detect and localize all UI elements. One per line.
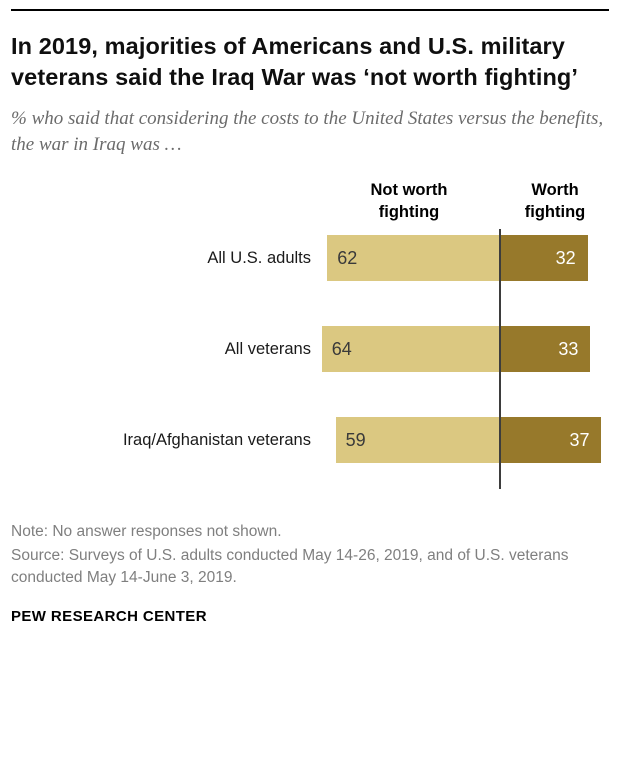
worth-zone: 32	[499, 235, 611, 282]
not-worth-zone: 64	[319, 326, 499, 373]
bar-value-label: 62	[337, 247, 358, 268]
column-headers: Not worth fighting Worth fighting	[11, 180, 609, 231]
report-card: In 2019, majorities of Americans and U.S…	[0, 9, 620, 625]
category-label: All veterans	[224, 339, 311, 358]
note-text: Note: No answer responses not shown.	[11, 523, 282, 541]
bar-not-worth-fighting: 64	[321, 326, 499, 373]
top-rule	[11, 9, 609, 11]
category-label: All U.S. adults	[207, 248, 311, 267]
not-worth-zone: 62	[319, 235, 499, 282]
bar-value-label: 64	[331, 338, 352, 359]
chart-subtitle: % who said that considering the costs to…	[11, 108, 604, 156]
chart-title: In 2019, majorities of Americans and U.S…	[11, 33, 578, 91]
worth-zone: 33	[499, 326, 611, 373]
notes: Note: No answer responses not shown. Sou…	[11, 521, 609, 588]
chart-rows: All U.S. adults 62 32 All veterans 64 33 Iraq/…	[11, 235, 611, 464]
bar-row: Iraq/Afghanistan veterans 59 37	[11, 417, 611, 464]
chart-body: All U.S. adults 62 32 All veterans 64 33 Iraq/…	[11, 229, 611, 490]
bar-worth-fighting: 32	[499, 235, 588, 282]
bar-worth-fighting: 33	[499, 326, 591, 373]
column-header-worth: Worth fighting	[524, 181, 586, 221]
diverging-bar-chart: Not worth fighting Worth fighting All U.…	[11, 180, 611, 490]
bar-worth-fighting: 37	[499, 417, 602, 464]
bar-row: All veterans 64 33	[11, 326, 611, 373]
source-text: Source: Surveys of U.S. adults conducted…	[11, 547, 569, 586]
bar-not-worth-fighting: 62	[327, 235, 499, 282]
worth-zone: 37	[499, 417, 611, 464]
not-worth-zone: 59	[319, 417, 499, 464]
bar-not-worth-fighting: 59	[335, 417, 499, 464]
bar-value-label: 37	[569, 429, 590, 450]
category-label: Iraq/Afghanistan veterans	[122, 430, 311, 449]
bar-value-label: 59	[345, 429, 366, 450]
bar-value-label: 33	[558, 338, 579, 359]
bar-value-label: 32	[555, 247, 576, 268]
footer-brand: PEW RESEARCH CENTER	[11, 608, 207, 626]
column-header-not-worth: Not worth fighting	[370, 181, 448, 221]
bar-row: All U.S. adults 62 32	[11, 235, 611, 282]
axis-baseline	[499, 229, 501, 490]
